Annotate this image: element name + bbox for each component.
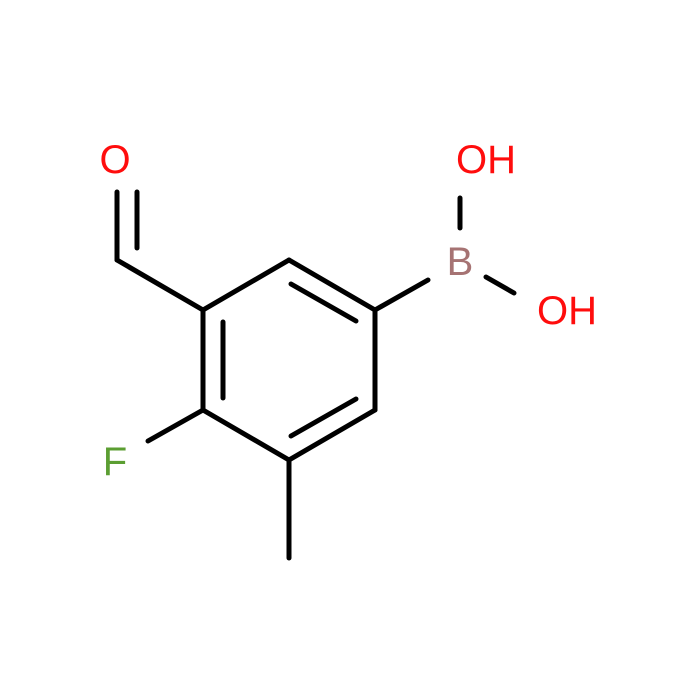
bond (483, 274, 517, 296)
bonds (114, 189, 517, 561)
bond (114, 257, 206, 313)
atom-label: B (447, 240, 474, 284)
atom-label: OH (537, 289, 597, 333)
atom-label: F (103, 440, 127, 484)
inner-bond (288, 281, 359, 324)
bond (200, 407, 292, 463)
bond (372, 277, 431, 313)
atom-label: O (99, 138, 130, 182)
bond (286, 257, 378, 313)
bond (145, 407, 206, 444)
atom-label: OH (456, 138, 516, 182)
bond (286, 407, 378, 463)
bond (200, 257, 292, 313)
inner-bond (288, 396, 359, 439)
